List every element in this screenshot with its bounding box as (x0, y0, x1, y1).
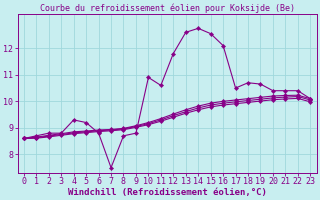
Title: Courbe du refroidissement éolien pour Koksijde (Be): Courbe du refroidissement éolien pour Ko… (40, 3, 295, 13)
X-axis label: Windchill (Refroidissement éolien,°C): Windchill (Refroidissement éolien,°C) (68, 188, 267, 197)
